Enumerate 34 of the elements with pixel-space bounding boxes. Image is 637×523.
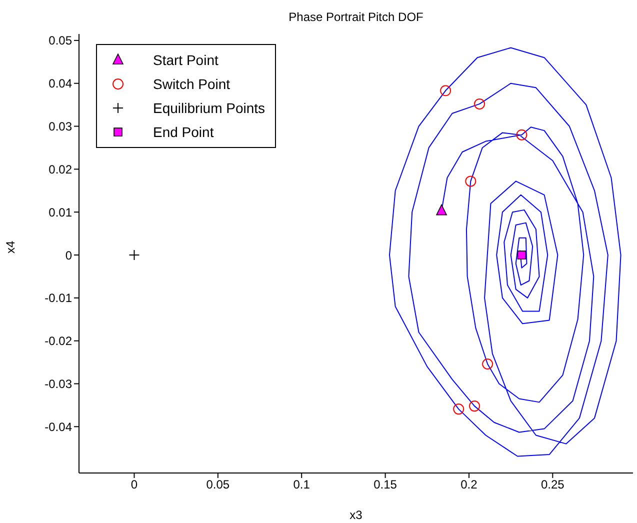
legend-label: End Point — [153, 124, 214, 140]
line-series — [388, 47, 622, 457]
point — [469, 400, 480, 412]
point — [440, 85, 452, 96]
point — [453, 404, 464, 415]
y-tick-label: 0.04 — [48, 76, 72, 91]
y-axis-title: x4 — [3, 240, 18, 254]
chart-title: Phase Portrait Pitch DOF — [288, 10, 424, 24]
point — [474, 98, 486, 110]
y-tick-label: 0.01 — [48, 205, 72, 220]
point — [516, 129, 528, 140]
y-tick-label: -0.02 — [44, 334, 72, 348]
point — [482, 358, 494, 370]
x-tick-label: 0.1 — [293, 478, 310, 492]
x-tick-label: 0.15 — [374, 478, 398, 492]
point — [465, 176, 476, 187]
y-tick-label: 0.02 — [48, 162, 72, 176]
y-tick-label: -0.03 — [44, 377, 72, 391]
y-tick-label: 0.03 — [48, 120, 72, 134]
x-axis-title: x3 — [350, 508, 363, 522]
y-tick-label: -0.04 — [44, 420, 72, 434]
legend-label: Start Point — [153, 52, 218, 68]
legend-label: Equilibrium Points — [153, 100, 266, 116]
y-tick-label: 0.05 — [48, 34, 72, 48]
x-tick-label: 0.05 — [206, 478, 230, 492]
x-tick-label: 0 — [130, 478, 138, 492]
legend-label: Switch Point — [153, 76, 230, 92]
point — [436, 204, 447, 216]
point — [128, 250, 140, 260]
point — [517, 250, 526, 260]
y-tick-label: -0.01 — [44, 291, 72, 306]
x-tick-label: 0.25 — [540, 478, 565, 492]
x-tick-label: 0.2 — [460, 478, 478, 492]
y-tick-label: 0 — [65, 248, 72, 262]
